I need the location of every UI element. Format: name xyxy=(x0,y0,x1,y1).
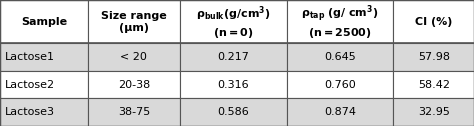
Bar xyxy=(393,71,474,99)
Bar xyxy=(287,0,393,43)
Text: < 20: < 20 xyxy=(120,52,147,62)
Bar xyxy=(88,99,180,126)
Text: 57.98: 57.98 xyxy=(418,52,450,62)
Bar xyxy=(180,99,287,126)
Text: 0.874: 0.874 xyxy=(324,107,356,117)
Text: 58.42: 58.42 xyxy=(418,80,450,90)
Text: Size range
(μm): Size range (μm) xyxy=(101,11,167,33)
Text: $\mathbf{\rho_{tap}\ (g/\ cm^{3})}$: $\mathbf{\rho_{tap}\ (g/\ cm^{3})}$ xyxy=(301,3,379,24)
Bar xyxy=(287,43,393,71)
Bar xyxy=(393,0,474,43)
Text: Lactose2: Lactose2 xyxy=(5,80,55,90)
Text: 0.760: 0.760 xyxy=(324,80,356,90)
Bar xyxy=(393,99,474,126)
Bar xyxy=(180,0,287,43)
Text: 0.316: 0.316 xyxy=(218,80,249,90)
Text: Sample: Sample xyxy=(21,17,67,27)
Text: 32.95: 32.95 xyxy=(418,107,450,117)
Text: Lactose1: Lactose1 xyxy=(5,52,55,62)
Bar xyxy=(287,71,393,99)
Text: 0.586: 0.586 xyxy=(218,107,249,117)
Text: 20-38: 20-38 xyxy=(118,80,150,90)
Text: $\mathbf{\rho_{bulk}(g/cm^{3})}$: $\mathbf{\rho_{bulk}(g/cm^{3})}$ xyxy=(196,5,271,23)
Text: 0.217: 0.217 xyxy=(218,52,249,62)
Text: $\mathbf{(n{=}0)}$: $\mathbf{(n{=}0)}$ xyxy=(213,26,254,40)
Bar xyxy=(88,43,180,71)
Bar xyxy=(0,99,88,126)
Text: $\mathbf{(n{=}2500)}$: $\mathbf{(n{=}2500)}$ xyxy=(308,26,372,40)
Bar xyxy=(180,71,287,99)
Text: Lactose3: Lactose3 xyxy=(5,107,55,117)
Text: 38-75: 38-75 xyxy=(118,107,150,117)
Bar xyxy=(88,71,180,99)
Bar xyxy=(0,43,88,71)
Bar xyxy=(180,43,287,71)
Bar xyxy=(0,71,88,99)
Text: 0.645: 0.645 xyxy=(324,52,356,62)
Bar xyxy=(0,0,88,43)
Bar xyxy=(88,0,180,43)
Text: CI (%): CI (%) xyxy=(415,17,452,27)
Bar xyxy=(287,99,393,126)
Bar xyxy=(393,43,474,71)
